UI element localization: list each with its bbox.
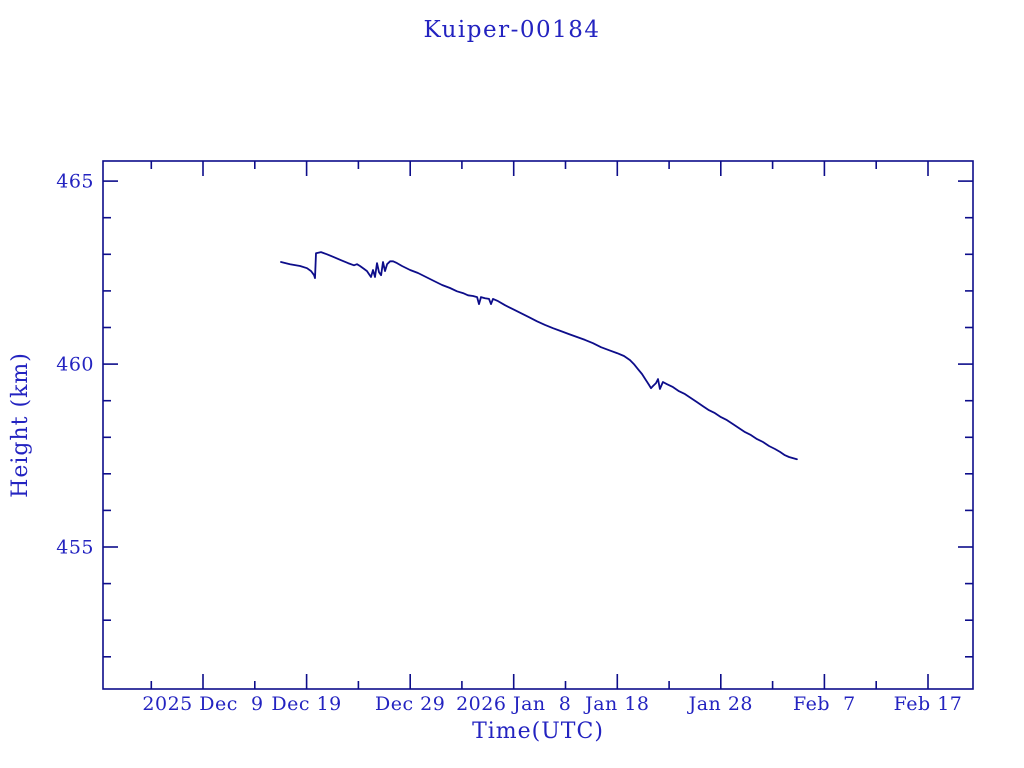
y-axis-tick-label: 455 (56, 537, 94, 559)
plot-frame (102, 160, 974, 690)
x-axis-tick-label: Feb 7 (793, 693, 856, 715)
x-axis-tick-label: Feb 17 (894, 693, 963, 715)
y-axis-tick-label: 465 (56, 171, 94, 193)
x-axis-tick-label: 2025 Dec 9 (142, 693, 263, 715)
x-axis-tick-label: Dec 29 (375, 693, 445, 715)
x-axis-tick-label: Jan 18 (583, 693, 649, 715)
height-data-line (280, 251, 798, 461)
y-axis-title: Height (km) (8, 352, 33, 498)
x-axis-title: Time(UTC) (472, 719, 604, 744)
x-axis-tick-label: Dec 19 (271, 693, 341, 715)
x-axis-tick-label: Jan 28 (687, 693, 753, 715)
chart-title: Kuiper-00184 (423, 17, 601, 43)
x-axis-tick-label: 2026 Jan 8 (456, 693, 571, 715)
y-axis-tick-label: 460 (56, 354, 94, 376)
